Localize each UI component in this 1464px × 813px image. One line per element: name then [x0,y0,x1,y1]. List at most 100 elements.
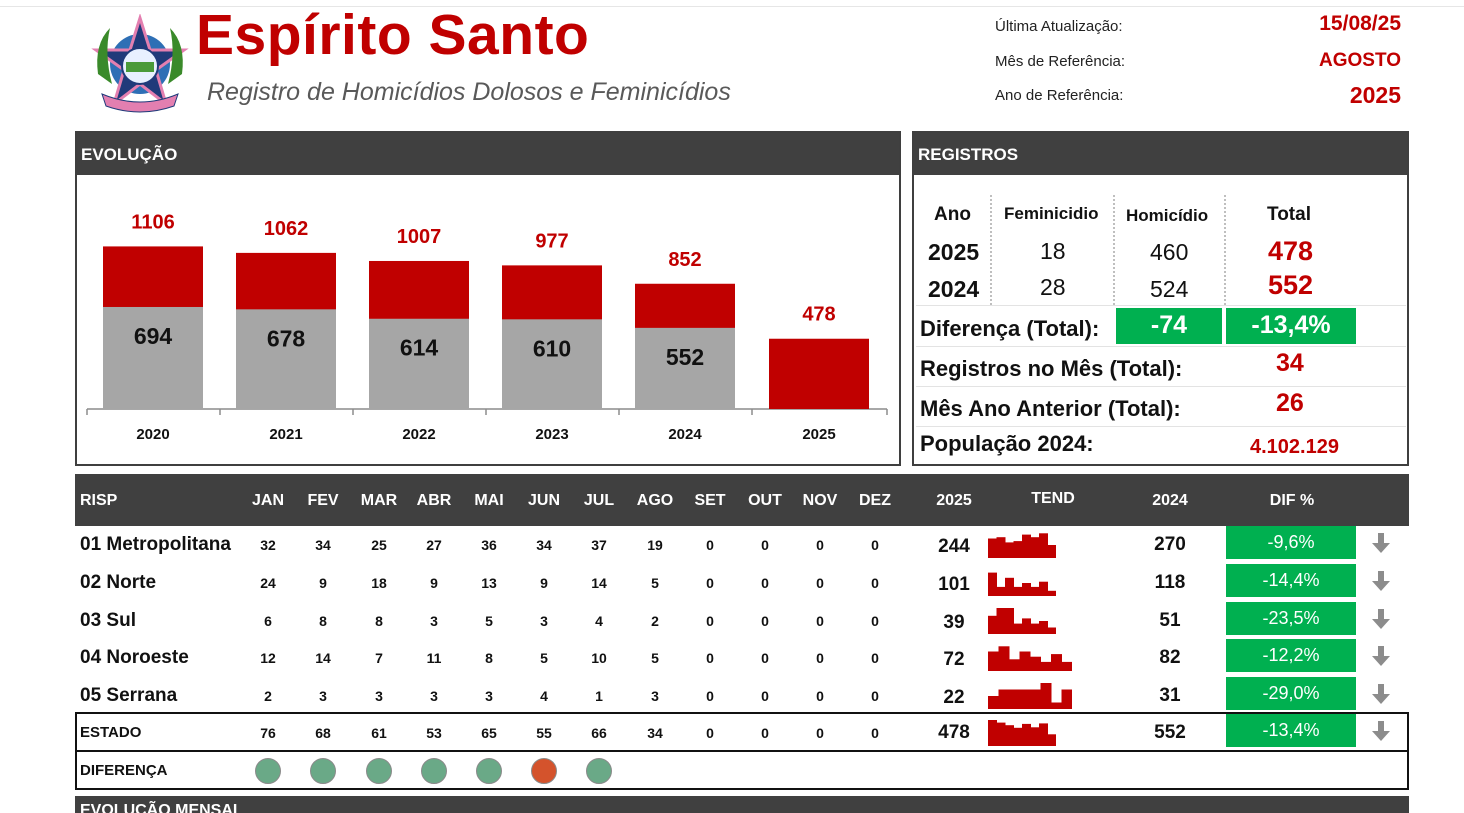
estado-total-2024: 552 [1154,722,1186,743]
risp-cell-mai: 13 [481,575,497,591]
bar-base-2024 [635,327,735,409]
risp-total-2024: 118 [1154,572,1186,593]
diferenca-total-label: Diferença (Total): [920,316,1100,341]
risp-cell-jun: 4 [540,688,548,704]
th-2024: 2024 [1152,492,1188,509]
estado-cell-jul: 66 [591,725,607,741]
spark-bar [996,586,1006,596]
registros-hom-2025: 460 [1150,239,1189,265]
risp-cell-fev: 8 [319,613,327,629]
th-month-nov: NOV [802,492,838,509]
risp-cell-nov: 0 [816,650,824,666]
estado-cell-mar: 61 [371,725,387,741]
spark-bar [1047,545,1056,558]
spark-bar [1030,586,1040,596]
spark-bar [1030,689,1041,709]
th-month-jan: JAN [251,492,285,509]
spark-bar [1030,727,1040,746]
risp-total-2024: 51 [1159,610,1181,631]
spark-bar [1039,621,1048,634]
risp-cell-jul: 10 [591,650,607,666]
spark-bar [988,615,997,634]
col-header-total: Total [1267,204,1311,225]
th-month-ago: AGO [636,492,674,509]
estado-cell-dez: 0 [871,725,879,741]
dif-pct-badge: -23,5% [1226,602,1356,635]
diferenca-abs-badge: -74 [1116,308,1222,344]
risp-cell-mar: 7 [375,650,383,666]
risp-cell-jan: 32 [260,537,276,553]
spark-bar [1005,577,1014,596]
risp-cell-abr: 3 [430,613,438,629]
spark-bar [1009,659,1020,671]
last-update-value: 15/08/25 [1319,12,1401,35]
risp-cell-nov: 0 [816,575,824,591]
risp-cell-jul: 37 [591,537,607,553]
bar-base-2022 [369,318,469,409]
th-dif: DIF % [1269,492,1315,509]
spark-bar [998,646,1010,671]
risp-cell-fev: 3 [319,688,327,704]
mes-ano-anterior-value: 26 [1276,389,1304,417]
risp-cell-mar: 3 [375,688,383,704]
risp-total-2024: 31 [1159,685,1181,706]
risp-cell-out: 0 [761,537,769,553]
risp-cell-fev: 9 [319,575,327,591]
risp-cell-mai: 5 [485,613,493,629]
evolucao-chart: 694 1106 2020 678 1062 2021 614 1007 2022 610 977 2… [86,211,888,443]
reference-year-label: Ano de Referência: [995,87,1124,104]
x-tick-label-2022: 2022 [402,426,435,443]
spark-bar [1030,656,1041,671]
arrow-down-icon [1372,646,1390,666]
risp-cell-dez: 0 [871,650,879,666]
th-month-abr: ABR [416,492,452,509]
risp-cell-out: 0 [761,613,769,629]
estado-row-frame [75,712,1409,752]
risp-cell-mar: 25 [371,537,387,553]
mes-ano-anterior-label: Mês Ano Anterior (Total): [920,396,1181,421]
spark-bar [1061,689,1072,709]
bar-total-label-2023: 977 [535,230,568,252]
registros-fem-2024: 28 [1040,274,1066,300]
spark-bar [1022,618,1031,634]
dif-pct-badge: -29,0% [1226,677,1356,710]
th-tend: TEND [1031,490,1075,507]
x-tick-label-2020: 2020 [136,426,169,443]
spark-bar [1013,586,1023,596]
spark-bar [1009,689,1020,709]
risp-cell-set: 0 [706,537,714,553]
risp-cell-nov: 0 [816,688,824,704]
spark-bar [1005,725,1014,746]
risp-cell-jun: 3 [540,613,548,629]
risp-cell-jun: 5 [540,650,548,666]
x-tick-label-2025: 2025 [802,426,835,443]
spark-bar [1047,734,1056,746]
th-month-jun: JUN [527,492,561,509]
risp-cell-nov: 0 [816,537,824,553]
bar-base-label-2021: 678 [267,325,306,351]
registros-title: REGISTROS [914,133,1407,175]
dif-pct-badge: -13,4% [1226,714,1356,747]
bar-base-2023 [502,319,602,409]
estado-row-name: ESTADO [80,724,142,741]
registros-divider [1224,195,1226,305]
last-update-label: Última Atualização: [995,18,1123,35]
spark-bar [1013,727,1023,746]
th-2025: 2025 [936,492,972,509]
bar-base-label-2022: 614 [400,335,439,361]
evolucao-title: EVOLUÇÃO [77,133,899,175]
risp-cell-fev: 34 [315,537,331,553]
risp-cell-dez: 0 [871,537,879,553]
th-month-mai: MAI [474,492,504,509]
status-dot-green [366,758,392,784]
col-header-homicidio: Homicídio [1126,206,1209,225]
spark-bar [1030,537,1040,558]
populacao-value: 4.102.129 [1250,436,1339,458]
th-month-set: SET [694,492,726,509]
spark-bar [1051,654,1062,671]
risp-cell-jun: 9 [540,575,548,591]
estado-cell-nov: 0 [816,725,824,741]
registros-total-2025: 478 [1268,236,1314,266]
spark-bar [1030,623,1040,634]
evolucao-mensal-header [75,796,1409,813]
